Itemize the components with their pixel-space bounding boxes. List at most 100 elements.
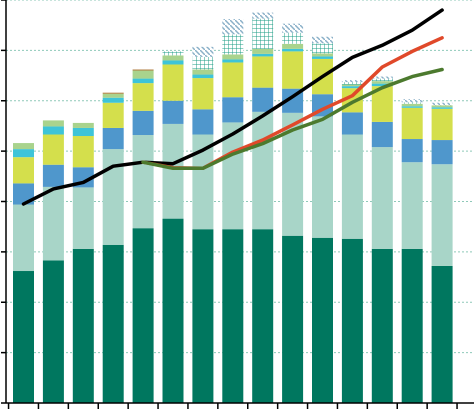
bar-segment-s5 <box>192 74 214 79</box>
bar-segment-s5 <box>252 53 274 57</box>
bar-segment-s8 <box>341 82 363 85</box>
bar-segment-s2 <box>13 204 34 272</box>
bar-segment-s4 <box>252 56 274 88</box>
bar-segment-s6 <box>42 120 64 127</box>
bar-segment-s1 <box>401 248 423 403</box>
bar-segment-s1 <box>192 229 214 403</box>
bar-segment-s3 <box>132 110 154 136</box>
bar-segment-s8 <box>401 102 423 104</box>
bar-segment-s9 <box>222 19 244 35</box>
bar-segment-s5 <box>162 60 184 65</box>
bar-segment-s4 <box>222 62 244 98</box>
bar-segment-s2 <box>162 123 184 219</box>
bar-segment-s1 <box>431 265 453 403</box>
bar-segment-s6 <box>102 93 124 98</box>
bar-segment-s3 <box>42 164 64 187</box>
bar-segment-s7 <box>102 92 124 94</box>
bar-segment-s1 <box>371 248 393 403</box>
bar-segment-s1 <box>252 229 274 403</box>
bar-segment-s2 <box>192 134 214 230</box>
bar-segment-s1 <box>72 248 94 403</box>
bar-segment-s2 <box>102 149 124 245</box>
bar-segment-s1 <box>312 237 333 403</box>
bar-segment-s1 <box>42 260 64 403</box>
bar-segment-s1 <box>132 228 154 403</box>
bar-segment-s6 <box>222 54 244 60</box>
bar-segment-s2 <box>431 164 453 266</box>
bar-segment-s5 <box>42 126 64 135</box>
bar-segment-s8 <box>222 34 244 55</box>
bar-segment-s5 <box>312 56 333 59</box>
bar-segment-s4 <box>162 64 184 101</box>
bar-segment-s6 <box>341 84 363 87</box>
bar-segment-s4 <box>401 107 423 140</box>
bar-segment-s2 <box>401 162 423 249</box>
bar-segment-s9 <box>341 80 363 83</box>
bar-segment-s1 <box>13 271 34 403</box>
bar-segment-s9 <box>431 102 453 106</box>
bar-segment-s2 <box>252 111 274 230</box>
bar-segment-s6 <box>192 69 214 75</box>
bar-segment-s1 <box>282 235 304 403</box>
bar-segment-s1 <box>162 218 184 403</box>
bar-segment-s3 <box>222 97 244 123</box>
line-green <box>141 67 444 171</box>
bar-segment-s3 <box>162 100 184 124</box>
bar-segment-s6 <box>431 105 453 108</box>
bar-segment-s3 <box>102 127 124 150</box>
bar-segment-s9 <box>252 12 274 19</box>
bar-segment-s4 <box>102 102 124 128</box>
bar-segment-s3 <box>252 87 274 112</box>
bar-segment-s6 <box>282 43 304 49</box>
bar-segment-s8 <box>162 51 184 56</box>
bar-segment-s4 <box>282 51 304 89</box>
bar-segment-s2 <box>282 112 304 236</box>
bar-segment-s6 <box>401 103 423 107</box>
bar-segment-s4 <box>72 136 94 168</box>
bar-segment-s6 <box>132 70 154 79</box>
bar-segment-s6 <box>72 122 94 128</box>
bar-segment-s2 <box>132 135 154 229</box>
bar-segment-s3 <box>371 121 393 148</box>
bar-segment-s8 <box>192 56 214 70</box>
bar-segment-s5 <box>401 106 423 108</box>
bar-segment-s5 <box>132 78 154 84</box>
bar-segment-s5 <box>371 83 393 87</box>
bar-segment-s5 <box>341 86 363 89</box>
bar-segment-s8 <box>282 32 304 44</box>
bar-segment-s1 <box>341 238 363 403</box>
bar-segment-s9 <box>401 99 423 103</box>
bar-segment-s2 <box>42 186 64 261</box>
trend-lines <box>21 8 444 206</box>
bar-segment-s4 <box>13 157 34 184</box>
bar-segment-s2 <box>371 147 393 249</box>
bar-segment-s6 <box>162 55 184 61</box>
bar-segment-s4 <box>431 108 453 141</box>
bar-segment-s9 <box>282 23 304 33</box>
bar-segment-s4 <box>132 83 154 111</box>
bar-segment-s4 <box>371 86 393 122</box>
bar-segment-s5 <box>431 107 453 109</box>
bar-segment-s3 <box>341 112 363 135</box>
bar-segment-s8 <box>312 43 333 54</box>
bar-segment-s7 <box>132 69 154 71</box>
bar-segment-s5 <box>222 59 244 63</box>
bar-segment-s6 <box>13 143 34 150</box>
bar-segment-s6 <box>312 53 333 57</box>
bar-segment-s1 <box>102 244 124 403</box>
bar-segment-s5 <box>72 127 94 137</box>
bar-segment-s9 <box>371 76 393 79</box>
bar-segment-s2 <box>72 187 94 249</box>
bar-segment-s3 <box>431 140 453 165</box>
bar-segment-s4 <box>42 134 64 165</box>
bar-segment-s5 <box>282 48 304 52</box>
bar-segment-s8 <box>371 78 393 82</box>
bar-segment-s3 <box>401 139 423 163</box>
bar-segment-s4 <box>192 78 214 110</box>
bar-segment-s6 <box>252 48 274 54</box>
bar-segment-s9 <box>192 46 214 57</box>
bar-segment-s3 <box>13 183 34 205</box>
bar-segment-s3 <box>192 109 214 135</box>
